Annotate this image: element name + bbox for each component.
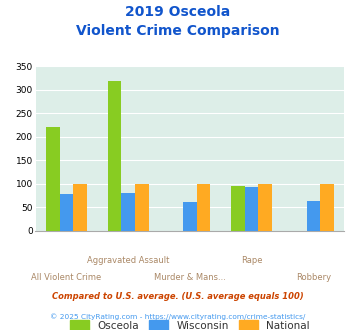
Bar <box>60 194 73 231</box>
Bar <box>108 81 121 231</box>
Text: Aggravated Assault: Aggravated Assault <box>87 256 169 265</box>
Bar <box>121 193 135 231</box>
Text: All Violent Crime: All Violent Crime <box>31 273 102 282</box>
Bar <box>320 184 334 231</box>
Legend: Osceola, Wisconsin, National: Osceola, Wisconsin, National <box>66 315 314 330</box>
Text: 2019 Osceola: 2019 Osceola <box>125 5 230 19</box>
Text: Murder & Mans...: Murder & Mans... <box>154 273 226 282</box>
Text: Robbery: Robbery <box>296 273 331 282</box>
Bar <box>307 201 320 231</box>
Text: Violent Crime Comparison: Violent Crime Comparison <box>76 24 279 38</box>
Text: Rape: Rape <box>241 256 262 265</box>
Text: Compared to U.S. average. (U.S. average equals 100): Compared to U.S. average. (U.S. average … <box>51 292 304 301</box>
Bar <box>183 202 197 231</box>
Bar <box>46 127 60 231</box>
Text: © 2025 CityRating.com - https://www.cityrating.com/crime-statistics/: © 2025 CityRating.com - https://www.city… <box>50 314 305 320</box>
Bar <box>135 184 148 231</box>
Bar <box>197 184 210 231</box>
Bar <box>245 187 258 231</box>
Bar <box>258 184 272 231</box>
Bar <box>231 186 245 231</box>
Bar <box>73 184 87 231</box>
